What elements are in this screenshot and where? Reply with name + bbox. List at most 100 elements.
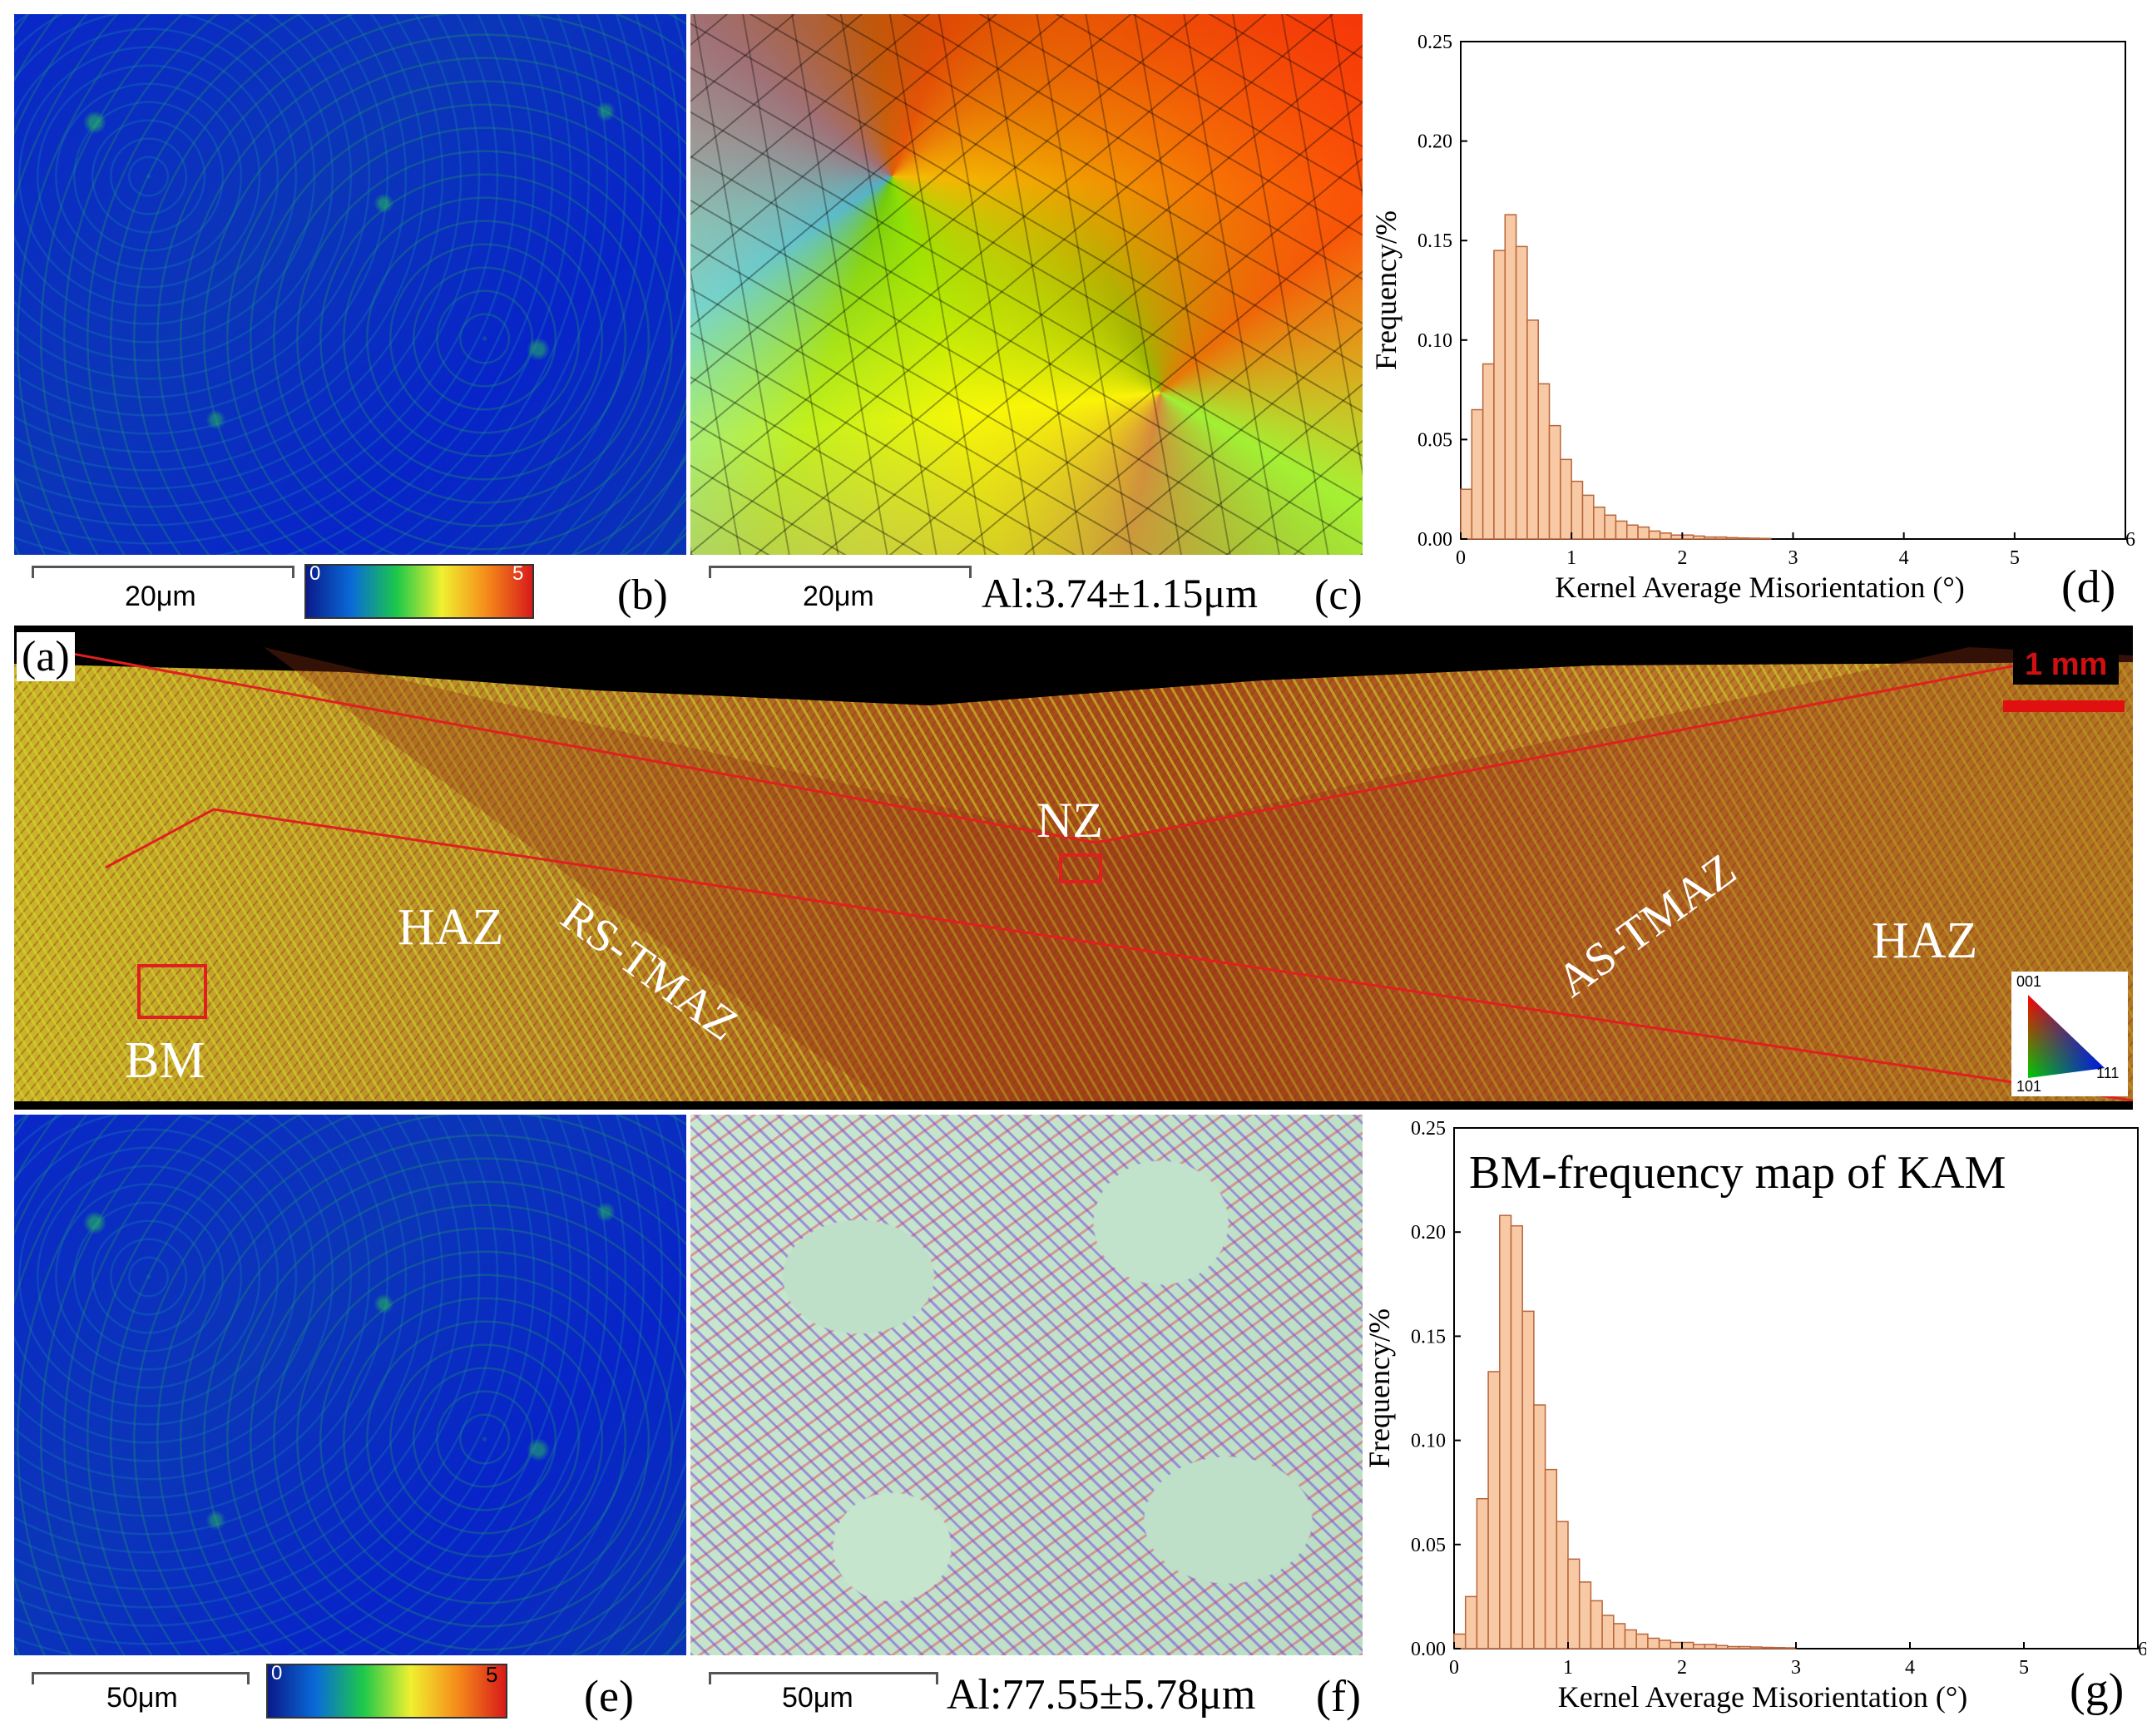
- panel-label-c: (c): [1314, 571, 1363, 619]
- y-tick-label: 0.05: [1411, 1535, 1446, 1556]
- histogram-bar: [1635, 1633, 1649, 1649]
- y-tick-label: 0.20: [1417, 131, 1452, 153]
- colorbar-e: [266, 1664, 507, 1719]
- histogram-bar: [1504, 214, 1517, 540]
- x-tick-label: 5: [2010, 547, 2020, 569]
- histogram-bar: [1567, 1558, 1581, 1649]
- grain-size-f: Al:77.55±5.78μm: [947, 1671, 1256, 1719]
- ipf-key-101: 101: [2016, 1078, 2042, 1095]
- histogram-bar: [1749, 1646, 1763, 1649]
- y-tick-label: 0.00: [1417, 529, 1452, 551]
- weld-cross-section-map: [14, 647, 2133, 1101]
- histogram-bar: [1714, 536, 1728, 540]
- histogram-bar: [1670, 1641, 1683, 1649]
- kam-histogram-bm: 0.00 0.05 0.10 0.15 0.20 0.25 0 1 2 3 4 5 6 Kernel Av…: [1363, 1113, 2148, 1729]
- histogram-bar: [1460, 488, 1473, 540]
- histogram-bar: [1681, 1641, 1694, 1649]
- panel-label-f: (f): [1316, 1671, 1361, 1721]
- zone-label-bm: BM: [125, 1032, 205, 1089]
- ipf-map-bm: [690, 1115, 1363, 1655]
- histogram-bar: [1727, 1645, 1740, 1649]
- histogram-bar: [1648, 530, 1661, 540]
- panel-label-b: (b): [617, 571, 668, 619]
- chart-d-svg: 0.00 0.05 0.10 0.15 0.20 0.25 0 1 2 3 4 5 6 Kernel Av…: [1369, 32, 2135, 604]
- ipf-map-nz: [690, 14, 1363, 555]
- histogram-bar: [1759, 537, 1772, 540]
- zone-label-haz-left: HAZ: [398, 899, 504, 956]
- histogram-bar: [1476, 1497, 1489, 1649]
- histogram-bar: [1453, 1633, 1467, 1649]
- histogram-bar: [1560, 458, 1572, 540]
- colorbar-b-max: 5: [512, 562, 524, 585]
- histogram-bar: [1737, 537, 1749, 540]
- histogram-bar: [1637, 526, 1650, 540]
- histogram-bar: [1510, 1224, 1523, 1649]
- colorbar-e-min: 0: [271, 1662, 283, 1684]
- scale-bar-e: [32, 1672, 250, 1684]
- scale-label-c: 20μm: [803, 581, 874, 612]
- histogram-bar: [1681, 534, 1694, 540]
- histogram-bar: [1670, 534, 1684, 540]
- histogram-bar: [1515, 245, 1528, 540]
- y-axis-label: Frequency/%: [1369, 210, 1403, 370]
- histogram-bar: [1772, 1646, 1786, 1649]
- x-tick-label: 1: [1563, 1657, 1573, 1679]
- histogram-bar: [1487, 1371, 1501, 1649]
- zone-boundaries: [14, 647, 2133, 1101]
- y-tick-label: 0.25: [1417, 32, 1452, 53]
- chart-g-svg: 0.00 0.05 0.10 0.15 0.20 0.25 0 1 2 3 4 5 6 Kernel Av…: [1363, 1118, 2148, 1714]
- histogram-bar: [1521, 1310, 1535, 1649]
- histogram-bar: [1499, 1214, 1512, 1649]
- scale-label-e: 50μm: [106, 1682, 178, 1714]
- panel-label-d: (d): [2061, 561, 2116, 613]
- histogram-bar: [1533, 1404, 1546, 1649]
- histogram-bar: [1537, 383, 1551, 540]
- histogram-bar: [1581, 494, 1595, 540]
- histogram-bar: [1783, 1647, 1797, 1649]
- nz-sample-box: [1059, 853, 1102, 883]
- chart-title: BM-frequency map of KAM: [1469, 1147, 2006, 1199]
- ipf-key-111: 111: [2096, 1065, 2120, 1081]
- scale-bar-f: [709, 1672, 938, 1684]
- x-tick-label: 4: [1905, 1657, 1915, 1679]
- histogram-bar: [1715, 1645, 1729, 1649]
- zone-label-haz-right: HAZ: [1872, 913, 1978, 969]
- colorbar-b-min: 0: [309, 562, 321, 585]
- colorbar-e-max: 5: [486, 1662, 498, 1687]
- colorbar-b: [304, 564, 534, 619]
- x-tick-label: 2: [1677, 1657, 1687, 1679]
- histogram-bar: [1526, 319, 1539, 540]
- x-tick-label: 0: [1449, 1657, 1459, 1679]
- scale-bar-c: [709, 566, 972, 578]
- grain-size-c: Al:3.74±1.15μm: [982, 570, 1259, 616]
- ipf-key-triangle: [2028, 995, 2105, 1078]
- y-tick-label: 0.05: [1417, 429, 1452, 451]
- histogram-bar: [1593, 506, 1605, 540]
- histogram-bar: [1590, 1600, 1603, 1649]
- x-tick-label: 4: [1899, 547, 1909, 569]
- top-surface-shadow: [14, 647, 2133, 705]
- nz-upper-boundary: [29, 647, 2118, 844]
- histogram-bar: [1659, 532, 1672, 540]
- histogram-bar: [1571, 480, 1584, 540]
- x-tick-label: 1: [1566, 547, 1576, 569]
- x-axis-label: Kernel Average Misorientation (°): [1555, 571, 1965, 604]
- ipf-triangle-overlay: [2028, 995, 2105, 1078]
- y-tick-label: 0.20: [1411, 1222, 1446, 1244]
- histogram-bar: [1613, 1623, 1626, 1649]
- ipf-key-001: 001: [2016, 973, 2042, 990]
- zone-label-nz: NZ: [1036, 793, 1103, 848]
- panel-label-a: (a): [17, 632, 75, 681]
- kam-map-nz: [14, 14, 686, 555]
- scale-bar-b: [32, 566, 294, 578]
- histogram-bar: [1704, 1644, 1717, 1649]
- y-tick-label: 0.15: [1417, 230, 1452, 252]
- histogram-bar: [1725, 537, 1739, 540]
- x-tick-label: 3: [1788, 547, 1798, 569]
- x-tick-label: 6: [2138, 1639, 2146, 1660]
- panel-label-e: (e): [584, 1671, 634, 1721]
- histogram-bar: [1738, 1645, 1751, 1649]
- bm-sample-box: [137, 964, 207, 1019]
- scale-label-f: 50μm: [782, 1682, 853, 1714]
- lower-boundary: [105, 808, 2133, 1101]
